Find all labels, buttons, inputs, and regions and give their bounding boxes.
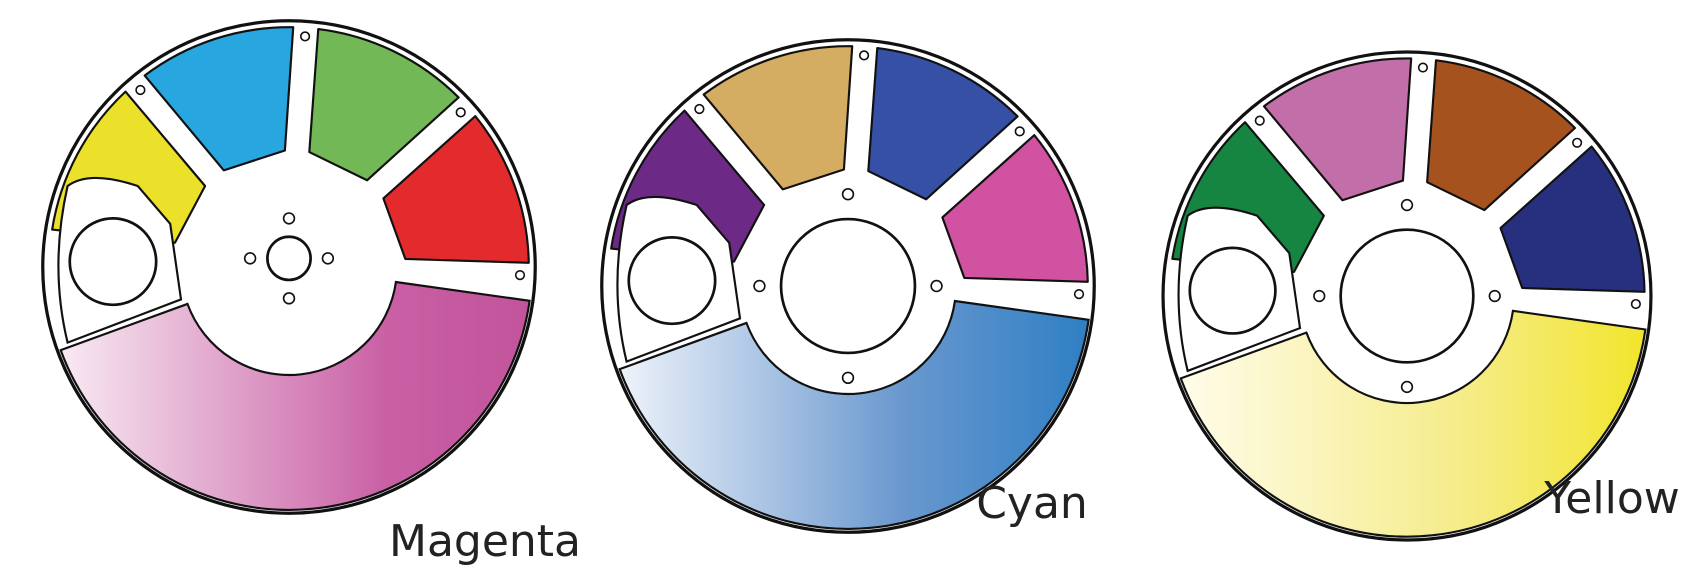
- hub-screw: [282, 212, 296, 225]
- color-filter: [1499, 145, 1646, 293]
- screw-hole: [1014, 126, 1025, 137]
- open-aperture: [1188, 246, 1277, 335]
- open-aperture: [627, 236, 717, 326]
- hub-screw: [321, 252, 335, 265]
- color-filter: [1426, 59, 1577, 212]
- wheel-label: Yellow: [1543, 473, 1679, 524]
- color-filter: [867, 46, 1019, 201]
- screw-hole: [694, 103, 705, 115]
- color-filter: [382, 115, 530, 264]
- hub-screw: [1488, 289, 1501, 303]
- wheel-label: Cyan: [976, 478, 1088, 529]
- hub-screw: [1400, 198, 1414, 212]
- gradient-filter: [618, 299, 1090, 531]
- color-filter: [702, 45, 854, 191]
- hub-screw: [930, 279, 943, 293]
- gradient-filter: [1179, 309, 1647, 538]
- color-filter: [143, 26, 295, 172]
- hub-hole: [779, 217, 917, 355]
- hub-screw: [1400, 380, 1414, 394]
- hub-screw: [753, 279, 766, 293]
- screw-hole: [1572, 137, 1583, 148]
- hub-screw: [243, 252, 257, 265]
- screw-hole: [135, 84, 146, 96]
- hub-screw: [841, 187, 855, 201]
- screw-hole: [1417, 62, 1429, 73]
- cyan-wheel: [600, 38, 1096, 534]
- screw-hole: [299, 31, 311, 42]
- hub-screw: [841, 371, 855, 385]
- hub-screw: [282, 292, 296, 305]
- open-aperture: [68, 217, 158, 307]
- screw-hole: [1073, 288, 1085, 300]
- screw-hole: [455, 107, 466, 118]
- color-filter: [308, 27, 460, 182]
- screw-hole: [858, 50, 870, 61]
- screw-hole: [514, 269, 526, 281]
- yellow-wheel: [1161, 50, 1653, 542]
- color-filter: [941, 134, 1089, 283]
- gradient-filter: [59, 280, 531, 512]
- hub-screw: [1313, 289, 1326, 303]
- hub-hole: [1339, 228, 1475, 364]
- color-filter: [1262, 57, 1413, 202]
- hub-hole: [266, 235, 312, 282]
- wheel-label: Magenta: [389, 516, 581, 567]
- magenta-wheel: [41, 19, 537, 515]
- screw-hole: [1630, 298, 1641, 310]
- screw-hole: [1254, 115, 1265, 126]
